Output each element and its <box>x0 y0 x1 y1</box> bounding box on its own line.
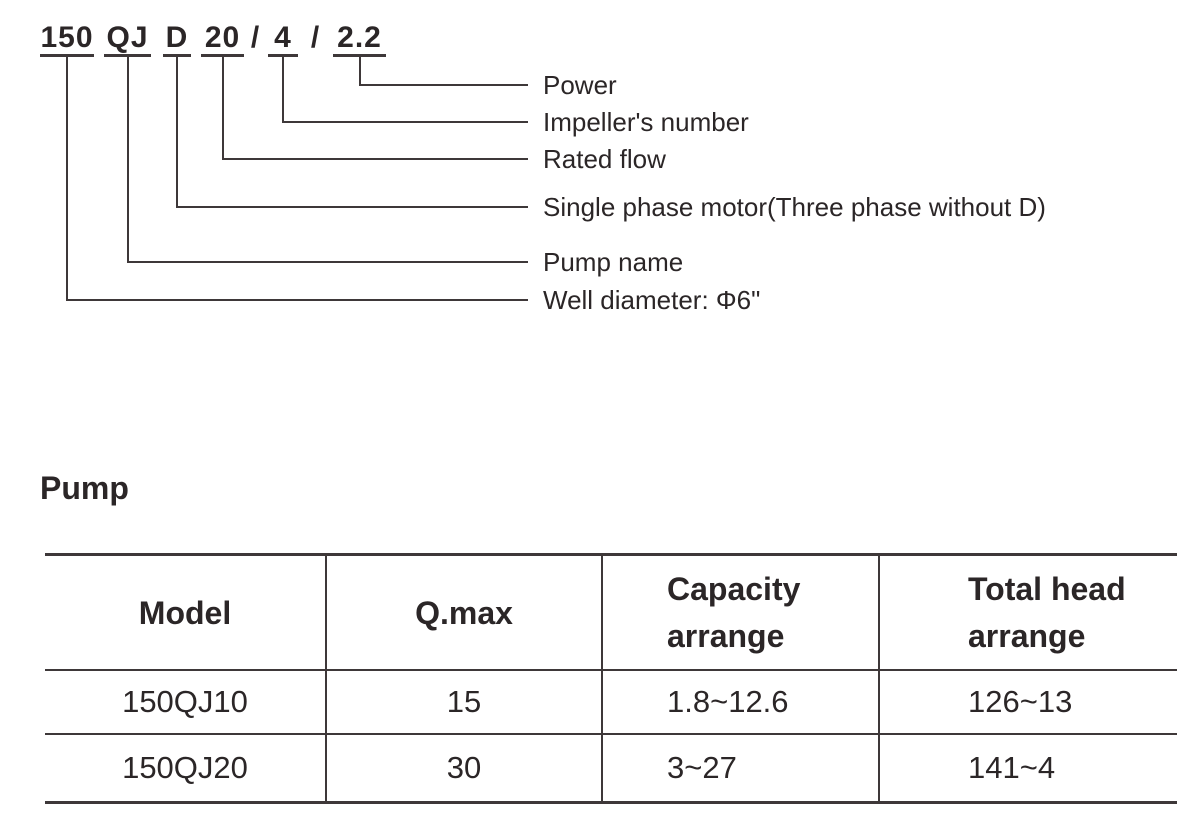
cell-capacity-row2-text: 3~27 <box>667 750 737 785</box>
label-single-phase-motor: Single phase motor(Three phase without D… <box>543 192 1046 222</box>
label-well-diameter: Well diameter: Φ6" <box>543 285 761 315</box>
code-segment-power: 2.2 <box>333 22 386 57</box>
code-segment-pump-name: QJ <box>104 22 151 57</box>
connector-hline-motor-type <box>176 206 528 208</box>
column-header-total-head-line2: arrange <box>968 617 1086 654</box>
code-segment-rated-flow: 20 <box>201 22 244 57</box>
connector-vline-well-diameter <box>66 57 68 300</box>
column-header-capacity-arrange: Capacity arrange <box>603 556 880 671</box>
code-segment-well-diameter: 150 <box>40 22 94 57</box>
connector-vline-pump-name <box>127 57 129 262</box>
connector-hline-rated-flow <box>222 158 528 160</box>
label-impellers-number: Impeller's number <box>543 107 749 137</box>
cell-model-row2-text: 150QJ20 <box>122 750 248 785</box>
code-segment-motor-type: D <box>163 22 191 57</box>
cell-qmax-row1-text: 15 <box>446 684 482 719</box>
pump-spec-table: Model Q.max Capacity arrange Total head … <box>45 553 1177 804</box>
column-header-capacity-line1: Capacity <box>667 570 801 607</box>
column-header-capacity-line2: arrange <box>667 617 785 654</box>
cell-qmax-row2-text: 30 <box>446 750 482 785</box>
cell-capacity-row1: 1.8~12.6 <box>603 671 880 735</box>
connector-vline-power <box>359 57 361 85</box>
connector-hline-pump-name <box>127 261 528 263</box>
column-header-total-head-arrange: Total head arrange <box>880 556 1177 671</box>
column-header-qmax-text: Q.max <box>415 594 513 631</box>
column-header-total-head-line1: Total head <box>968 570 1126 607</box>
cell-model-row2: 150QJ20 <box>45 735 327 801</box>
connector-hline-impeller-number <box>282 121 528 123</box>
cell-qmax-row1: 15 <box>327 671 603 735</box>
code-separator-slash-2: / <box>310 21 320 54</box>
connector-hline-power <box>359 84 528 86</box>
cell-capacity-row2: 3~27 <box>603 735 880 801</box>
cell-model-row1-text: 150QJ10 <box>122 684 248 719</box>
connector-hline-well-diameter <box>66 299 528 301</box>
code-segment-impeller-number: 4 <box>268 22 298 57</box>
cell-total-head-row1-text: 126~13 <box>968 684 1073 719</box>
connector-vline-impeller-number <box>282 57 284 122</box>
cell-model-row1: 150QJ10 <box>45 671 327 735</box>
cell-total-head-row2-text: 141~4 <box>968 750 1056 785</box>
label-rated-flow: Rated flow <box>543 144 666 174</box>
connector-vline-rated-flow <box>222 57 224 159</box>
cell-total-head-row1: 126~13 <box>880 671 1177 735</box>
cell-capacity-row1-text: 1.8~12.6 <box>667 684 789 719</box>
section-title-pump: Pump <box>40 470 129 506</box>
label-power: Power <box>543 70 617 100</box>
code-separator-slash-1: / <box>250 21 260 54</box>
cell-qmax-row2: 30 <box>327 735 603 801</box>
connector-vline-motor-type <box>176 57 178 207</box>
label-pump-name: Pump name <box>543 247 684 277</box>
cell-total-head-row2: 141~4 <box>880 735 1177 801</box>
column-header-qmax: Q.max <box>327 556 603 671</box>
column-header-model: Model <box>45 556 327 671</box>
column-header-model-text: Model <box>138 594 232 631</box>
